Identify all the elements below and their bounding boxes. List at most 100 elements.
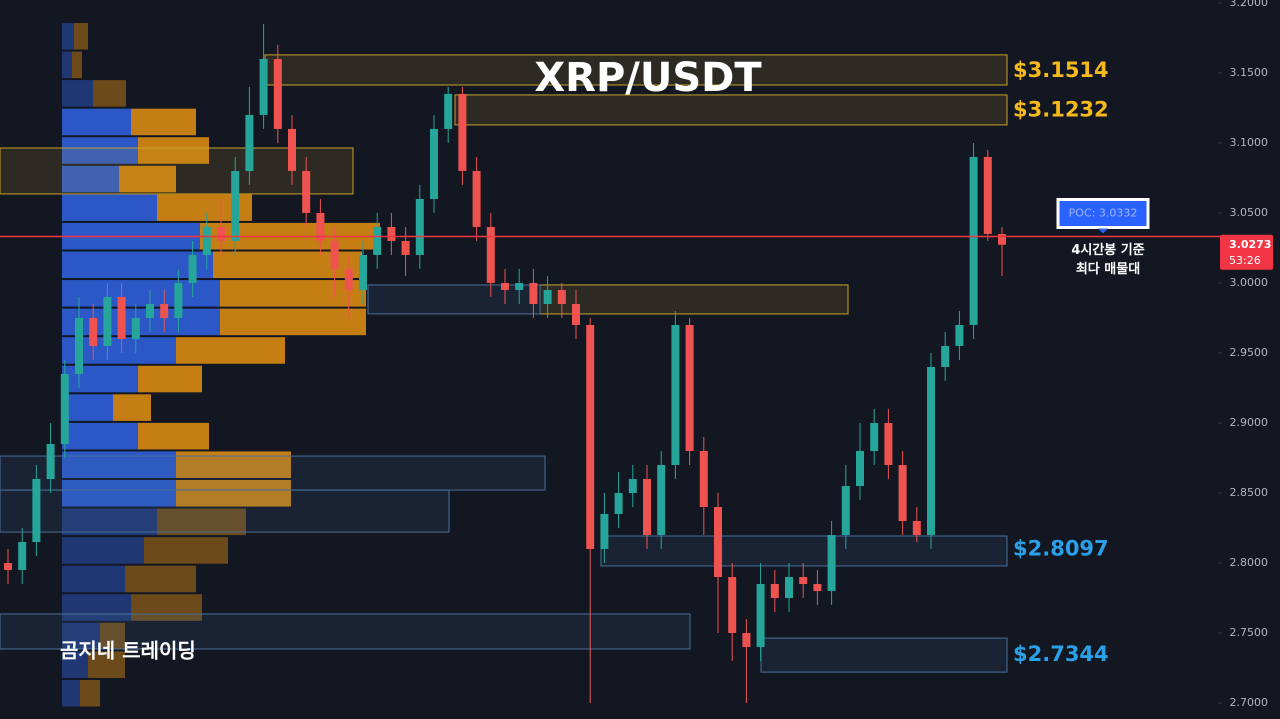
candle-body: [330, 240, 339, 269]
profile-buy-bar: [62, 394, 113, 421]
profile-buy-bar: [62, 365, 138, 393]
candle-body: [643, 479, 651, 536]
zone: [539, 284, 849, 315]
profile-buy-bar: [62, 51, 72, 79]
y-tick-label: 2.7500: [1230, 626, 1269, 639]
candle-body: [557, 289, 566, 304]
profile-sell-bar: [125, 565, 196, 593]
zone-price-label: $3.1514: [1013, 58, 1109, 82]
profile-buy-bar: [62, 165, 119, 193]
candle-body: [273, 58, 282, 129]
candle-body: [515, 282, 524, 290]
poc-box: [1056, 197, 1150, 229]
candle-body: [18, 542, 27, 571]
candle-body: [728, 577, 737, 634]
candle-body: [160, 303, 169, 318]
candle-body: [799, 577, 808, 585]
profile-sell-bar: [138, 137, 209, 164]
profile-sell-bar: [157, 508, 246, 536]
candle-body: [32, 479, 41, 543]
candle-body: [259, 58, 268, 115]
profile-sell-bar: [88, 651, 125, 678]
candle-body: [373, 226, 382, 255]
candle-body: [302, 170, 311, 213]
profile-sell-bar: [113, 394, 151, 421]
profile-sell-bar: [80, 679, 100, 707]
candle-body: [472, 170, 481, 227]
poc-label: POC: 3.0332: [1069, 206, 1138, 219]
zone: [0, 489, 450, 533]
candle-body: [827, 535, 836, 592]
profile-buy-bar: [62, 251, 213, 279]
candle-body: [359, 254, 367, 290]
candle-body: [742, 633, 751, 648]
candle-body: [586, 324, 595, 550]
candle-body: [685, 324, 694, 452]
poc-pointer: [1098, 228, 1108, 234]
y-tick-label: 3.1000: [1230, 136, 1269, 149]
zone: [367, 284, 541, 315]
profile-sell-bar: [213, 251, 362, 279]
candle-body: [756, 584, 765, 648]
candle-body: [969, 156, 978, 325]
zone: [600, 535, 1008, 567]
profile-buy-bar: [62, 565, 125, 593]
candle-body: [543, 289, 552, 304]
candle-body: [785, 577, 793, 599]
profile-sell-bar: [176, 337, 285, 364]
profile-sell-bar: [138, 422, 209, 450]
y-tick-label: 3.1500: [1230, 66, 1269, 79]
candle-body: [529, 282, 538, 304]
zone: [454, 94, 1008, 126]
candle-body: [174, 282, 183, 318]
profile-buy-bar: [62, 308, 220, 336]
candle-body: [117, 296, 126, 339]
annotation: 4시간봉 기준: [1071, 242, 1144, 258]
profile-sell-bar: [138, 365, 202, 393]
profile-sell-bar: [220, 308, 366, 336]
profile-buy-bar: [62, 280, 220, 307]
y-tick-label: 2.9000: [1230, 416, 1269, 429]
profile-buy-bar: [62, 651, 88, 678]
candle-body: [444, 93, 453, 129]
y-tick-label: 3.2000: [1230, 0, 1269, 9]
candle-body: [103, 296, 112, 346]
candle-body: [912, 521, 921, 536]
profile-buy-bar: [62, 622, 100, 650]
profile-buy-bar: [62, 508, 157, 536]
countdown: 53:26: [1229, 254, 1261, 267]
profile-sell-bar: [131, 594, 202, 621]
candle-body: [288, 128, 296, 171]
candle-body: [941, 345, 950, 367]
candle-body: [415, 198, 424, 255]
annotation: 최다 매물대: [1076, 261, 1140, 277]
profile-sell-bar: [220, 280, 366, 307]
candle-body: [628, 479, 637, 494]
watermark: 곰지네 트레이딩: [60, 639, 196, 663]
candle-body: [671, 324, 680, 466]
candle-body: [927, 366, 935, 536]
candle-body: [75, 317, 83, 374]
candle-body: [202, 226, 211, 255]
y-tick-label: 3.0500: [1230, 206, 1269, 219]
candle-body: [401, 240, 410, 255]
profile-buy-bar: [62, 108, 131, 136]
candle-body: [146, 303, 154, 318]
chart-title: XRP/USDT: [534, 55, 762, 101]
y-tick-label: 2.8500: [1230, 486, 1269, 499]
profile-sell-bar: [100, 622, 125, 650]
zone: [0, 455, 546, 491]
last-price-tag: [1220, 234, 1273, 270]
profile-buy-bar: [62, 137, 138, 164]
candle-body: [856, 451, 864, 487]
candle-body: [614, 493, 623, 515]
zone: [264, 54, 1008, 86]
candle-body: [699, 451, 708, 508]
candle-body: [870, 422, 879, 452]
candle-body: [60, 373, 69, 445]
candle-body: [884, 422, 893, 466]
profile-sell-bar: [119, 165, 176, 193]
zone-price-label: $2.7344: [1013, 642, 1109, 666]
profile-buy-bar: [62, 422, 138, 450]
